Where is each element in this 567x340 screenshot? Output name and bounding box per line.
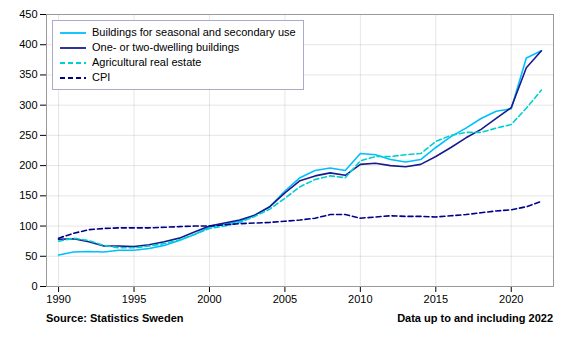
svg-text:2005: 2005 [273, 293, 297, 305]
html-text:Data up to and including 2022: Data up to and including 2022 [397, 312, 553, 324]
html-text:CPI: CPI [92, 71, 111, 83]
svg-text:2000: 2000 [197, 293, 221, 305]
svg-text:400: 400 [19, 38, 37, 50]
svg-text:350: 350 [19, 68, 37, 80]
svg-text:450: 450 [19, 8, 37, 20]
svg-text:2010: 2010 [348, 293, 372, 305]
svg-text:50: 50 [25, 250, 37, 262]
svg-text:200: 200 [19, 159, 37, 171]
svg-text:2020: 2020 [499, 293, 523, 305]
svg-text:300: 300 [19, 99, 37, 111]
svg-text:150: 150 [19, 189, 37, 201]
svg-text:0: 0 [31, 280, 37, 292]
html-text:One- or two-dwelling buildings: One- or two-dwelling buildings [92, 41, 240, 53]
svg-text:2015: 2015 [424, 293, 448, 305]
html-text:Agricultural real estate: Agricultural real estate [92, 56, 202, 68]
svg-text:1995: 1995 [122, 293, 146, 305]
html-text:Buildings for seasonal and sec: Buildings for seasonal and secondary use [92, 26, 296, 38]
svg-text:1990: 1990 [46, 293, 70, 305]
svg-text:100: 100 [19, 220, 37, 232]
svg-text:250: 250 [19, 129, 37, 141]
html-text:Source: Statistics Sweden: Source: Statistics Sweden [46, 312, 184, 324]
